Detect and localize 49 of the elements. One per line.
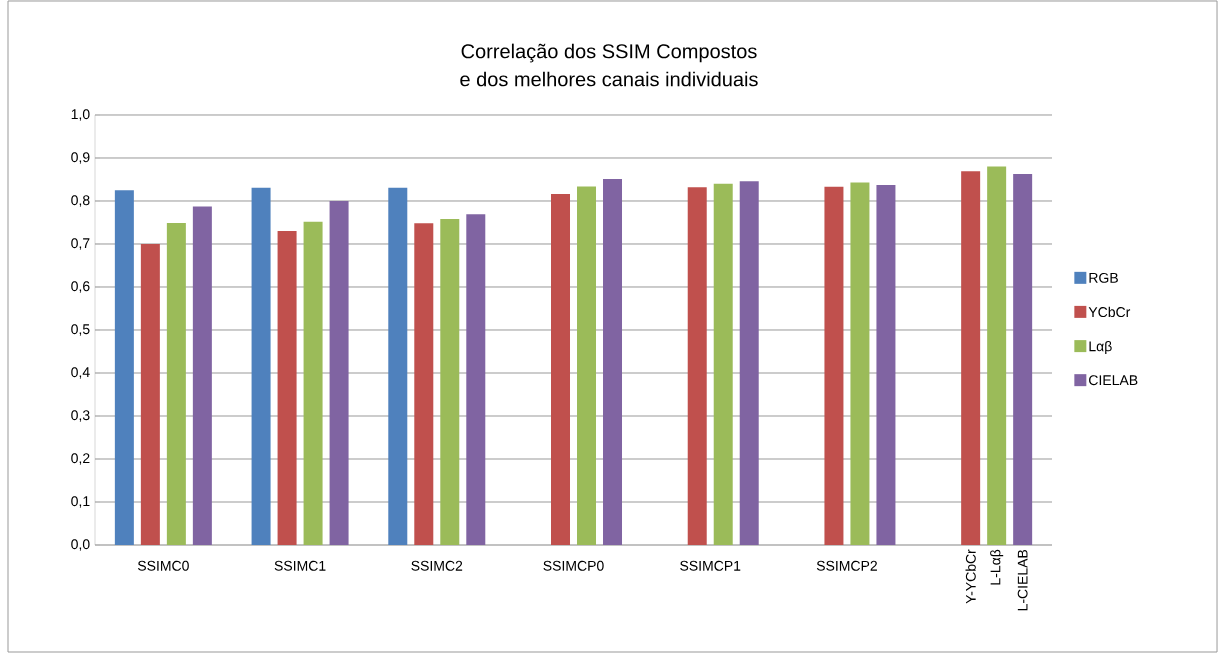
bar xyxy=(713,183,733,545)
legend-label: YCbCr xyxy=(1088,306,1131,318)
bar xyxy=(251,187,271,545)
bar xyxy=(114,190,134,545)
bar xyxy=(739,181,759,545)
bar xyxy=(388,187,408,545)
x-tick-label: SSIMCP2 xyxy=(816,560,877,571)
bar xyxy=(850,182,870,545)
x-tick-label: SSIMC1 xyxy=(274,560,326,571)
bar xyxy=(277,231,297,545)
bar xyxy=(329,201,349,545)
y-tick-label: 1,0 xyxy=(71,109,90,121)
text: L-CIELAB xyxy=(1017,549,1028,611)
bar xyxy=(961,171,981,545)
legend-label: Lαβ xyxy=(1089,340,1112,355)
y-tick-label: 0,2 xyxy=(71,453,90,465)
x-tick-label: SSIMC0 xyxy=(137,560,189,571)
bar xyxy=(876,185,896,545)
bar xyxy=(577,186,597,545)
x-tick-label: SSIMCP0 xyxy=(543,560,604,571)
text: L-Lαβ xyxy=(990,549,1004,585)
bar xyxy=(414,223,434,545)
bar xyxy=(466,214,486,545)
x-tick-label: SSIMC2 xyxy=(411,560,463,571)
y-tick-label: 0,5 xyxy=(71,324,90,336)
bar xyxy=(824,186,844,545)
bar xyxy=(140,244,160,545)
y-tick-label: 0,0 xyxy=(71,539,90,551)
y-tick-label: 0,4 xyxy=(71,367,90,379)
bar xyxy=(192,206,212,545)
legend-label: RGB xyxy=(1089,272,1118,283)
y-tick-label: 0,8 xyxy=(71,195,90,207)
text: Y-YCbCr xyxy=(965,549,976,604)
bar xyxy=(166,222,186,545)
bar xyxy=(303,221,323,545)
legend-label: CIELAB xyxy=(1089,375,1138,386)
y-tick-label: 0,6 xyxy=(71,281,90,293)
bar xyxy=(1013,173,1033,545)
bar xyxy=(603,179,623,545)
y-tick-label: 0,1 xyxy=(71,496,90,508)
x-tick-label: SSIMCP1 xyxy=(680,560,741,571)
bar xyxy=(551,194,570,545)
bar xyxy=(687,187,707,545)
y-tick-label: 0,3 xyxy=(71,410,90,422)
chart-title: Correlação dos SSIM Compostos e dos melhores canais individuais xyxy=(460,43,758,87)
bar xyxy=(440,219,460,545)
bar xyxy=(987,166,1007,545)
y-tick-label: 0,7 xyxy=(71,238,90,250)
y-tick-label: 0,9 xyxy=(71,152,90,164)
